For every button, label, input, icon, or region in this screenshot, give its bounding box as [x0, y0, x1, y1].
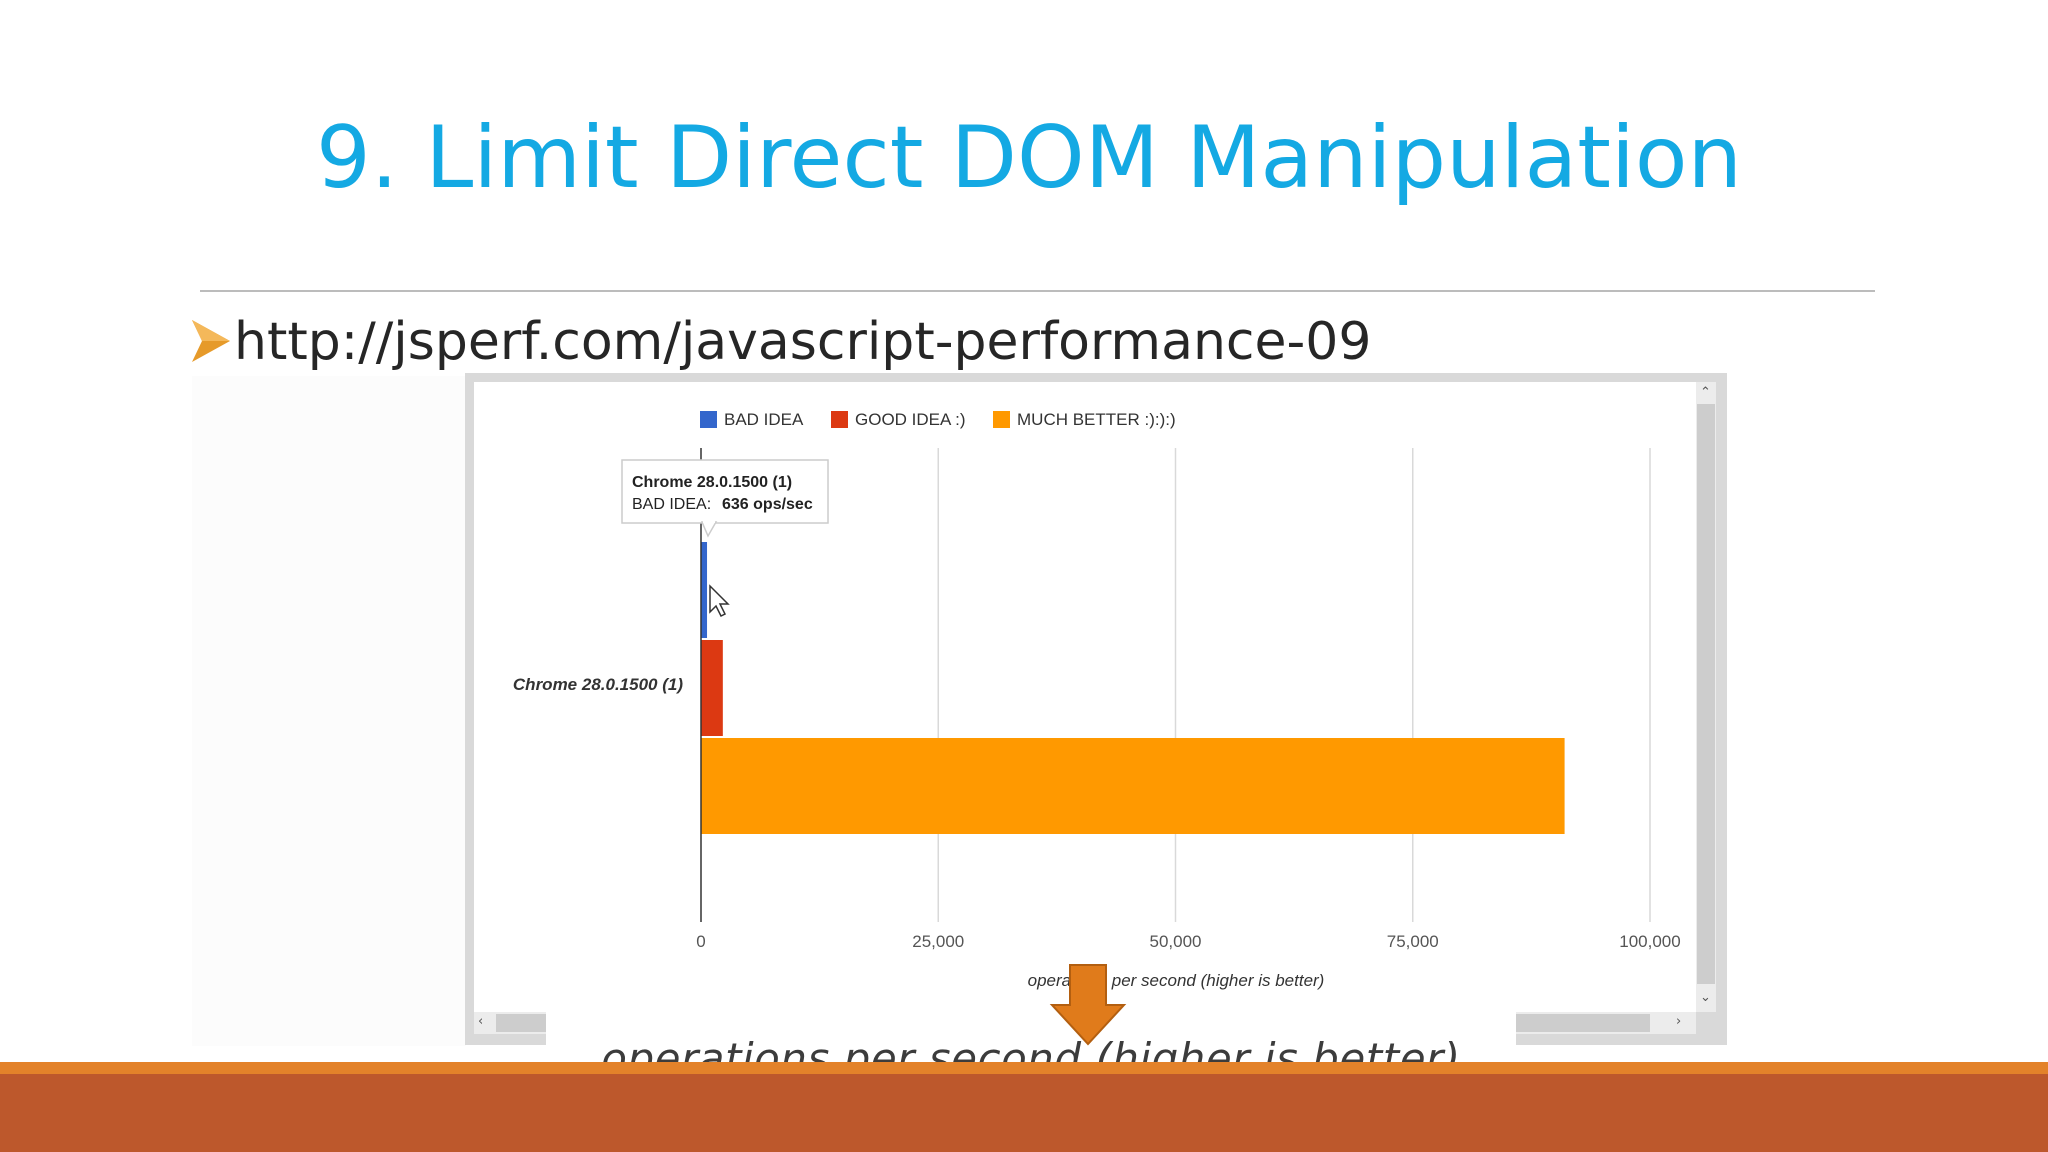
down-arrow-icon: [1049, 964, 1127, 1046]
bar-bad-idea: [701, 542, 708, 638]
legend-label: MUCH BETTER :):):): [1017, 410, 1176, 429]
footer-band: [0, 1074, 2048, 1152]
image-backdrop: [192, 376, 466, 1046]
legend-swatch: [993, 411, 1010, 428]
x-tick-label: 0: [696, 932, 705, 951]
bar-much-better: [701, 738, 1565, 834]
tooltip-value: 636 ops/sec: [722, 496, 813, 513]
scroll-up-icon[interactable]: ⌃: [1700, 385, 1711, 400]
slide-title: 9. Limit Direct DOM Manipulation: [316, 108, 1742, 208]
tooltip-series-label: BAD IDEA:: [632, 496, 711, 513]
legend-label: GOOD IDEA :): [855, 410, 966, 429]
legend-label: BAD IDEA: [724, 410, 804, 429]
title-divider: [200, 290, 1875, 292]
x-tick-label: 100,000: [1619, 932, 1680, 951]
legend-swatch: [700, 411, 717, 428]
legend-swatch: [831, 411, 848, 428]
mouse-cursor-icon: [709, 584, 730, 618]
scroll-right-icon[interactable]: ›: [1676, 1014, 1682, 1029]
arrow-bullet-icon: [192, 320, 230, 362]
bar-good-idea: [701, 640, 723, 736]
scroll-down-icon[interactable]: ⌄: [1700, 990, 1711, 1005]
vertical-scroll-thumb[interactable]: [1697, 404, 1715, 984]
x-tick-label: 25,000: [912, 932, 964, 951]
tooltip-title: Chrome 28.0.1500 (1): [632, 474, 792, 491]
x-tick-label: 75,000: [1387, 932, 1439, 951]
bullet-item: http://jsperf.com/javascript-performance…: [188, 312, 1371, 372]
category-label: Chrome 28.0.1500 (1): [513, 675, 683, 694]
footer-stripe: [0, 1062, 2048, 1074]
scroll-left-icon[interactable]: ‹: [478, 1014, 484, 1029]
tooltip-box: [621, 459, 829, 524]
x-tick-label: 50,000: [1150, 932, 1202, 951]
bullet-link-text[interactable]: http://jsperf.com/javascript-performance…: [234, 312, 1372, 372]
